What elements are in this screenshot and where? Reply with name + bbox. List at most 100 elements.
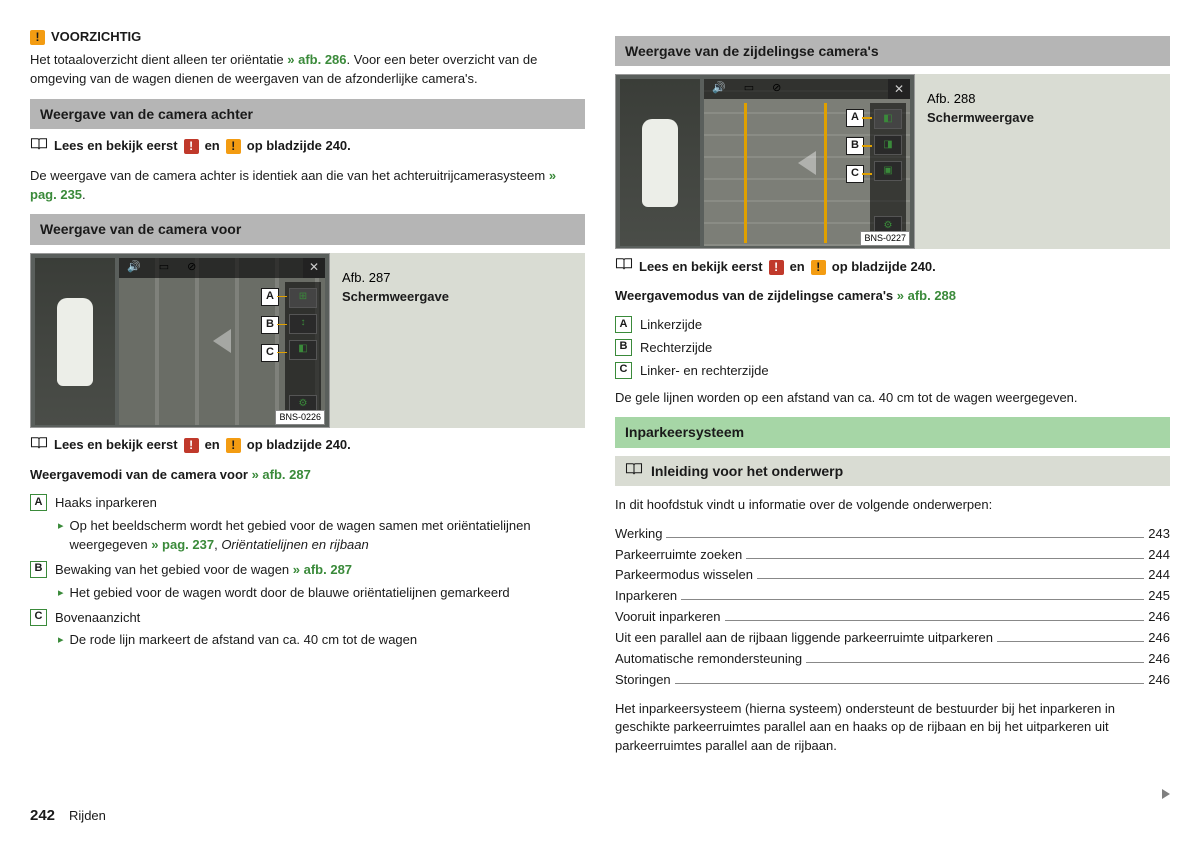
- figure-287: 🔊 ▭ ⊘ ✕ ⊞ ↕ ◧ ⚙ A B: [30, 253, 585, 428]
- toc-row[interactable]: Uit een parallel aan de rijbaan liggende…: [615, 629, 1170, 648]
- close-icon[interactable]: ✕: [888, 79, 910, 99]
- ref-link[interactable]: » afb. 287: [252, 467, 311, 482]
- toc-page: 244: [1148, 566, 1170, 585]
- ref-link[interactable]: » afb. 288: [897, 288, 956, 303]
- figure-287-image: 🔊 ▭ ⊘ ✕ ⊞ ↕ ◧ ⚙ A B: [30, 253, 330, 428]
- read-first-row: Lees en bekijk eerst ! en ! op bladzijde…: [615, 257, 1170, 277]
- callout-letter: C: [615, 362, 632, 379]
- toc-page: 246: [1148, 608, 1170, 627]
- callout-letter: A: [30, 494, 47, 511]
- toc-leader: [746, 558, 1144, 559]
- warning-icon: !: [30, 30, 45, 45]
- section-rear-camera: Weergave van de camera achter: [30, 99, 585, 129]
- right-column: Weergave van de zijdelingse camera's 🔊 ▭…: [615, 28, 1170, 766]
- callout-letter: B: [30, 561, 47, 578]
- toc-page: 245: [1148, 587, 1170, 606]
- eye-off-icon: ⊘: [772, 81, 781, 97]
- toc-leader: [997, 641, 1144, 642]
- toc-row[interactable]: Parkeerruimte zoeken 244: [615, 546, 1170, 565]
- figure-code: BNS-0227: [860, 231, 910, 246]
- key-c: C Bovenaanzicht: [30, 609, 585, 628]
- mode-button[interactable]: ◧: [289, 340, 317, 360]
- danger-icon: !: [769, 260, 784, 275]
- callout-letter: C: [30, 609, 47, 626]
- toc-row[interactable]: Parkeermodus wisselen 244: [615, 566, 1170, 585]
- toc-label: Inparkeren: [615, 587, 677, 606]
- toc-leader: [725, 620, 1145, 621]
- intro-subheading: Inleiding voor het onderwerp: [615, 456, 1170, 486]
- page-number: 242: [30, 805, 55, 827]
- key-c-sub: De rode lijn markeert de afstand van ca.…: [58, 631, 585, 650]
- toc-label: Uit een parallel aan de rijbaan liggende…: [615, 629, 993, 648]
- fig-toolbar: 🔊 ▭ ⊘: [119, 258, 303, 278]
- fig-main-view: 🔊 ▭ ⊘ ✕ ⊞ ↕ ◧ ⚙ A B: [119, 258, 325, 425]
- toc-row[interactable]: Werking 243: [615, 525, 1170, 544]
- mode-button[interactable]: ▣: [874, 161, 902, 181]
- toc-page: 246: [1148, 671, 1170, 690]
- yellow-guide-line: [824, 103, 827, 243]
- fig-car-icon: [642, 119, 678, 207]
- toc-row[interactable]: Vooruit inparkeren246: [615, 608, 1170, 627]
- figure-288: 🔊 ▭ ⊘ ✕ ◧ ◨ ▣ ⚙ A: [615, 74, 1170, 249]
- toc-page: 243: [1148, 525, 1170, 544]
- key-c: C Linker- en rechterzijde: [615, 362, 1170, 381]
- footer-section: Rijden: [69, 807, 106, 826]
- section-side-camera: Weergave van de zijdelingse camera's: [615, 36, 1170, 66]
- view-icon: ▭: [159, 260, 169, 276]
- fig-toolbar: 🔊 ▭ ⊘: [704, 79, 888, 99]
- key-b-sub: Het gebied voor de wagen wordt door de b…: [58, 584, 585, 603]
- warning-icon: !: [811, 260, 826, 275]
- toc-leader: [666, 537, 1144, 538]
- toc-row[interactable]: Inparkeren 245: [615, 587, 1170, 606]
- danger-icon: !: [184, 139, 199, 154]
- key-a: A Linkerzijde: [615, 316, 1170, 335]
- toc-leader: [806, 662, 1144, 663]
- toc-label: Storingen: [615, 671, 671, 690]
- eye-off-icon: ⊘: [187, 260, 196, 276]
- caution-title: VOORZICHTIG: [51, 28, 141, 47]
- toc-label: Automatische remondersteuning: [615, 650, 802, 669]
- book-icon: [30, 137, 48, 157]
- warning-icon: !: [226, 438, 241, 453]
- fig-main-view: 🔊 ▭ ⊘ ✕ ◧ ◨ ▣ ⚙ A: [704, 79, 910, 246]
- mode-button[interactable]: ⊞: [289, 288, 317, 308]
- read-first-row: Lees en bekijk eerst ! en ! op bladzijde…: [30, 436, 585, 456]
- ref-link[interactable]: » pag. 237: [151, 537, 214, 552]
- warning-icon: !: [226, 139, 241, 154]
- speaker-icon: 🔊: [712, 81, 726, 97]
- book-icon: [615, 257, 633, 277]
- fig-topview: [35, 258, 115, 425]
- toc-page: 246: [1148, 629, 1170, 648]
- key-a-sub: Op het beeldscherm wordt het gebied voor…: [58, 517, 585, 555]
- front-subhead: Weergavemodi van de camera voor » afb. 2…: [30, 466, 585, 485]
- mode-button[interactable]: ◧: [874, 109, 902, 129]
- page-columns: ! VOORZICHTIG Het totaaloverzicht dient …: [30, 28, 1170, 766]
- fig-side-buttons: ⊞ ↕ ◧ ⚙: [285, 282, 321, 421]
- ref-link[interactable]: » afb. 286: [287, 52, 346, 67]
- mode-button[interactable]: ↕: [289, 314, 317, 334]
- close-icon[interactable]: ✕: [303, 258, 325, 278]
- figure-287-caption: Afb. 287 Schermweergave: [342, 253, 449, 307]
- view-icon: ▭: [744, 81, 754, 97]
- read-first-row: Lees en bekijk eerst ! en ! op bladzijde…: [30, 137, 585, 157]
- callout-letter: A: [615, 316, 632, 333]
- toc-leader: [757, 578, 1144, 579]
- toc-row[interactable]: Automatische remondersteuning246: [615, 650, 1170, 669]
- fig-topview: [620, 79, 700, 246]
- fig-car-icon: [57, 298, 93, 386]
- mode-button[interactable]: ◨: [874, 135, 902, 155]
- figure-288-caption: Afb. 288 Schermweergave: [927, 74, 1034, 128]
- toc-label: Werking: [615, 525, 662, 544]
- toc-row[interactable]: Storingen 246: [615, 671, 1170, 690]
- toc-label: Parkeerruimte zoeken: [615, 546, 742, 565]
- book-icon: [30, 436, 48, 456]
- figure-288-image: 🔊 ▭ ⊘ ✕ ◧ ◨ ▣ ⚙ A: [615, 74, 915, 249]
- toc-page: 244: [1148, 546, 1170, 565]
- toc-leader: [675, 683, 1145, 684]
- toc-label: Parkeermodus wisselen: [615, 566, 753, 585]
- ref-link[interactable]: » afb. 287: [293, 562, 352, 577]
- fig-side-buttons: ◧ ◨ ▣ ⚙: [870, 103, 906, 242]
- callout-letter: B: [615, 339, 632, 356]
- side-note: De gele lijnen worden op een afstand van…: [615, 389, 1170, 408]
- intro-lead: In dit hoofdstuk vindt u informatie over…: [615, 496, 1170, 515]
